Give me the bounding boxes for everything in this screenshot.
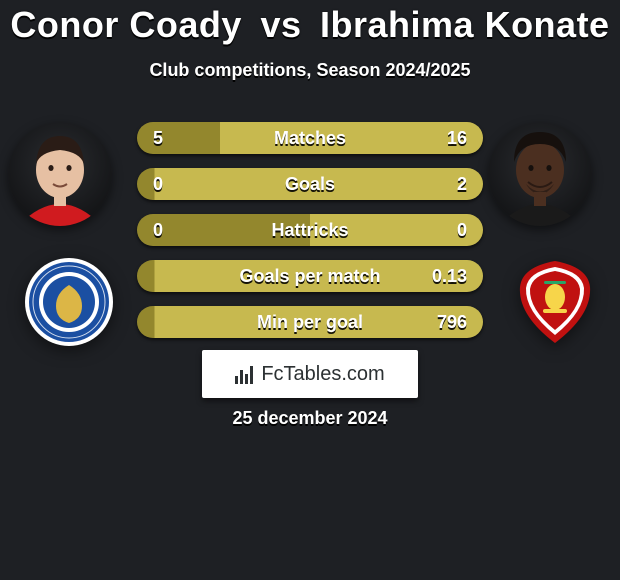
stat-label: Matches — [274, 128, 346, 149]
player1-club-crest — [24, 257, 114, 347]
stat-row-mpg: Min per goal 796 — [137, 306, 483, 338]
stat-right-value: 16 — [447, 128, 467, 149]
stat-row-gpm: Goals per match 0.13 — [137, 260, 483, 292]
stat-left-value: 5 — [153, 128, 163, 149]
player2-avatar — [488, 122, 592, 226]
player2-name: Ibrahima Konate — [320, 4, 610, 45]
subtitle: Club competitions, Season 2024/2025 — [0, 60, 620, 81]
date-text: 25 december 2024 — [232, 408, 387, 429]
stat-row-matches: 5 Matches 16 — [137, 122, 483, 154]
stat-right-value: 0.13 — [432, 266, 467, 287]
comparison-title: Conor Coady vs Ibrahima Konate — [0, 0, 620, 46]
stat-left-value: 0 — [153, 174, 163, 195]
stat-right-value: 2 — [457, 174, 467, 195]
stat-label: Goals — [285, 174, 335, 195]
player2-club-crest — [510, 257, 600, 347]
stat-row-hattricks: 0 Hattricks 0 — [137, 214, 483, 246]
player1-name: Conor Coady — [10, 4, 242, 45]
vs-text: vs — [260, 4, 301, 45]
brand-box: FcTables.com — [202, 350, 418, 398]
stat-label: Min per goal — [257, 312, 363, 333]
brand-text: FcTables.com — [261, 363, 384, 386]
stat-label: Goals per match — [239, 266, 380, 287]
stat-left-value: 0 — [153, 220, 163, 241]
stat-row-goals: 0 Goals 2 — [137, 168, 483, 200]
chart-icon — [235, 364, 255, 384]
player2-face — [516, 142, 564, 198]
stat-right-value: 796 — [437, 312, 467, 333]
stat-label: Hattricks — [271, 220, 348, 241]
player1-avatar — [8, 122, 112, 226]
stat-right-value: 0 — [457, 220, 467, 241]
stats-container: 5 Matches 16 0 Goals 2 0 Hattricks 0 Goa… — [137, 122, 483, 338]
